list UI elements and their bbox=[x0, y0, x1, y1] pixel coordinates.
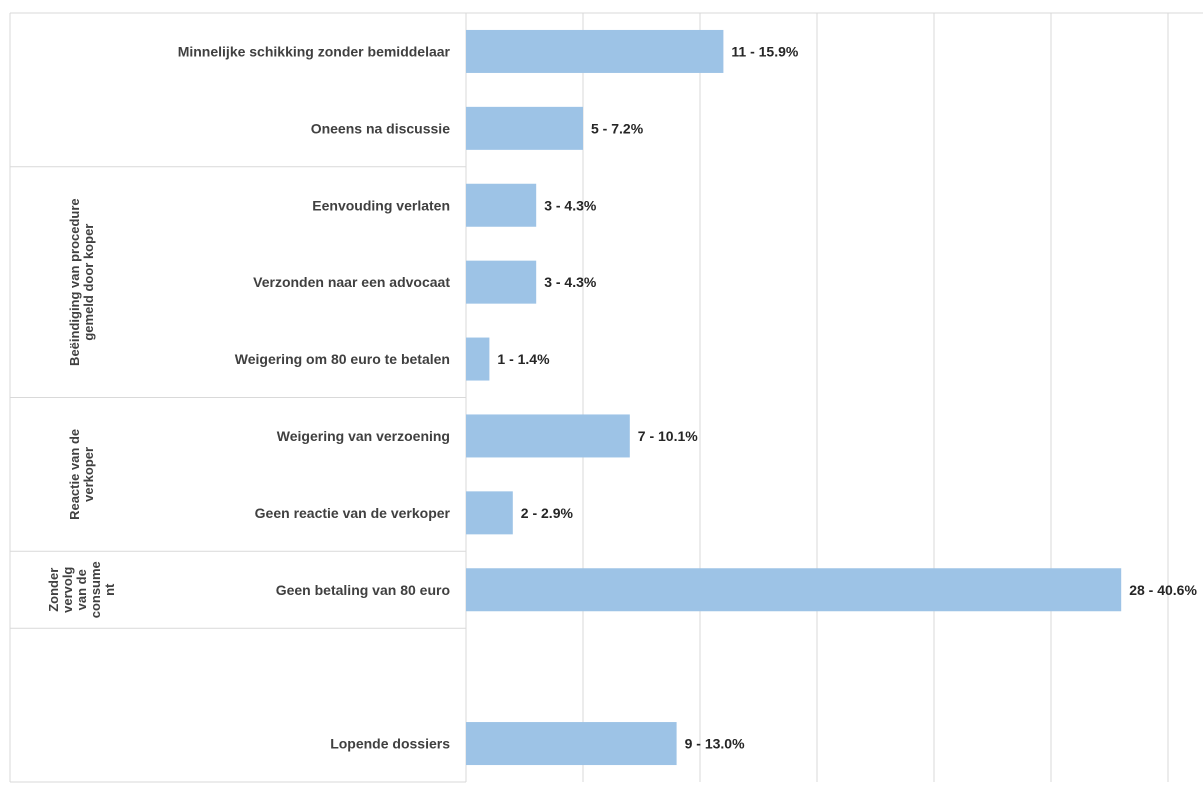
group-label: Zondervervolgvan deconsument bbox=[46, 561, 117, 618]
category-axis-frame bbox=[9, 13, 466, 783]
data-label: 9 - 13.0% bbox=[685, 736, 745, 752]
data-label: 3 - 4.3% bbox=[544, 197, 597, 213]
group-label-line: Beëindiging van procedure bbox=[67, 198, 82, 366]
group-label-line: nt bbox=[102, 583, 117, 596]
group-label-line: Zonder bbox=[46, 568, 61, 612]
bar bbox=[466, 106, 583, 150]
bar bbox=[466, 722, 677, 766]
data-label: 3 - 4.3% bbox=[544, 274, 597, 290]
category-label: Minnelijke schikking zonder bemiddelaar bbox=[178, 43, 451, 59]
data-label: 1 - 1.4% bbox=[497, 351, 550, 367]
category-label: Verzonden naar een advocaat bbox=[253, 274, 450, 290]
group-label-line: gemeld door koper bbox=[81, 224, 96, 341]
data-label: 5 - 7.2% bbox=[591, 120, 644, 136]
bar bbox=[466, 29, 724, 73]
bar bbox=[466, 568, 1122, 612]
category-label: Geen reactie van de verkoper bbox=[255, 505, 451, 521]
category-label: Weigering om 80 euro te betalen bbox=[235, 351, 450, 367]
group-labels: Beëindiging van proceduregemeld door kop… bbox=[46, 198, 117, 618]
bar bbox=[466, 337, 490, 381]
bar bbox=[466, 260, 537, 304]
category-label: Eenvouding verlaten bbox=[312, 197, 450, 213]
data-labels: 11 - 15.9% 5 - 7.2% 3 - 4.3% 3 - 4.3% 1 - 1.… bbox=[497, 43, 1197, 751]
bars bbox=[466, 29, 1122, 766]
group-label-line: consume bbox=[88, 561, 103, 618]
group-label: Reactie van deverkoper bbox=[67, 429, 96, 520]
category-label: Lopende dossiers bbox=[330, 736, 450, 752]
data-label: 2 - 2.9% bbox=[521, 505, 574, 521]
group-label-line: vervolg bbox=[60, 567, 75, 613]
data-label: 7 - 10.1% bbox=[638, 428, 698, 444]
category-label: Oneens na discussie bbox=[311, 120, 450, 136]
group-label-line: Reactie van de bbox=[67, 429, 82, 520]
bar bbox=[466, 491, 513, 535]
bar bbox=[466, 414, 630, 458]
data-label: 11 - 15.9% bbox=[731, 43, 798, 59]
group-label-line: van de bbox=[74, 569, 89, 610]
group-label: Beëindiging van proceduregemeld door kop… bbox=[67, 198, 96, 366]
category-label: Weigering van verzoening bbox=[277, 428, 450, 444]
category-label: Geen betaling van 80 euro bbox=[276, 582, 450, 598]
category-labels: Minnelijke schikking zonder bemiddelaar O… bbox=[178, 43, 451, 751]
data-label: 28 - 40.6% bbox=[1129, 582, 1197, 598]
bar bbox=[466, 183, 537, 227]
group-label-line: verkoper bbox=[81, 447, 96, 502]
